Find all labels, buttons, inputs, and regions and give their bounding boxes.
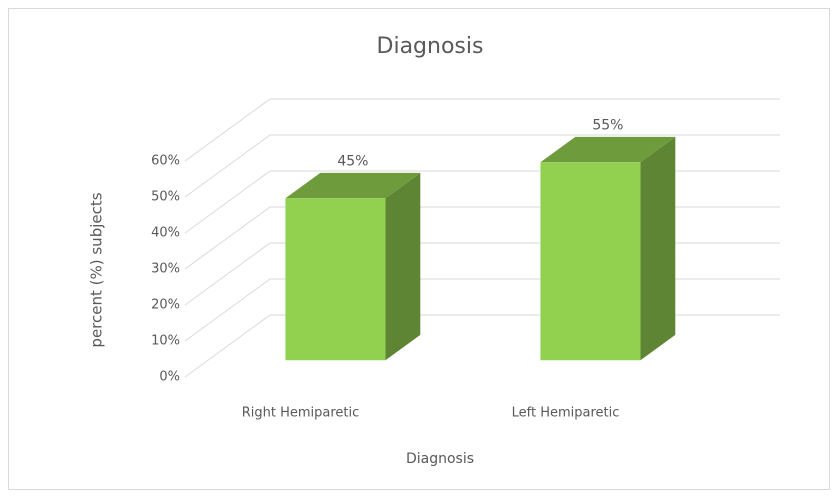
grid-line: [184, 134, 780, 198]
chart-title: Diagnosis: [377, 34, 484, 59]
bar-front: [285, 198, 386, 361]
y-tick-label: 0%: [159, 370, 180, 385]
y-tick-label: 40%: [151, 226, 180, 241]
data-label: 55%: [592, 117, 623, 133]
x-tick-label: Left Hemiparetic: [512, 406, 620, 421]
data-label: 45%: [337, 153, 368, 169]
bar-top: [285, 172, 421, 199]
bar-side: [385, 172, 421, 361]
bar: [285, 172, 421, 361]
y-tick-label: 30%: [151, 262, 180, 277]
y-axis-title: percent (%) subjects: [88, 192, 106, 347]
x-tick-label: Right Hemiparetic: [242, 406, 360, 421]
y-tick-label: 10%: [151, 334, 180, 349]
bar-top: [540, 136, 676, 163]
y-tick-label: 50%: [151, 190, 180, 205]
bar-side: [640, 136, 676, 361]
x-axis-title: Diagnosis: [406, 451, 474, 467]
bar: [540, 136, 676, 361]
y-tick-label: 60%: [151, 154, 180, 169]
bar-front: [540, 162, 641, 361]
y-tick-label: 20%: [151, 298, 180, 313]
grid-line: [184, 98, 780, 162]
